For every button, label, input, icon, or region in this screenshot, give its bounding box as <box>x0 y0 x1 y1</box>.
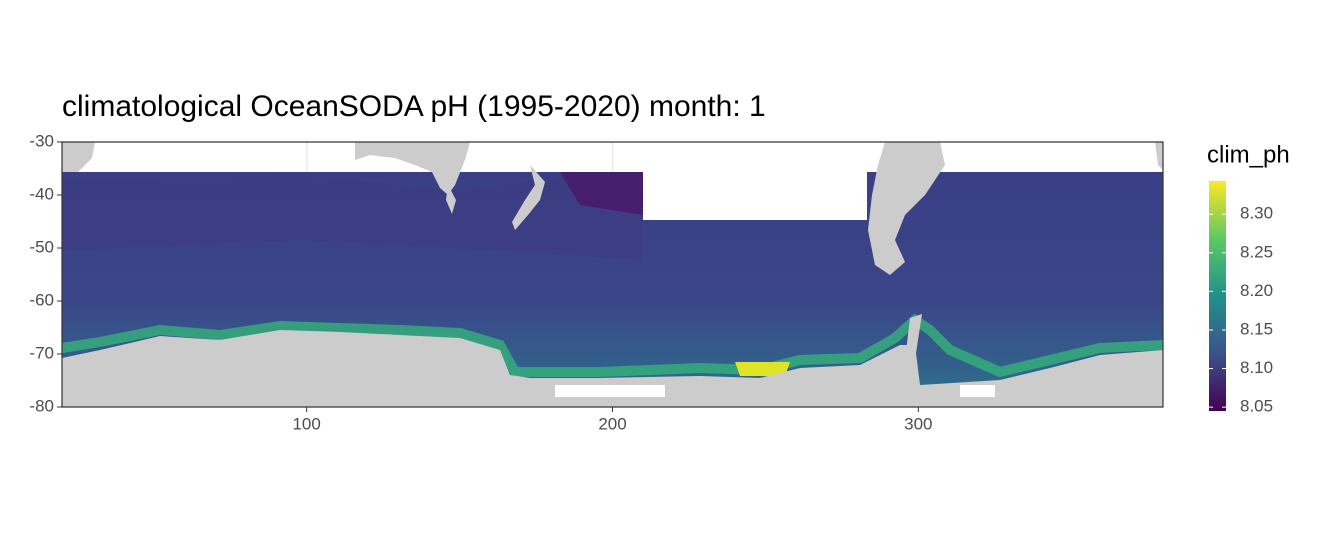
colorbar-tick-label: 8.30 <box>1240 204 1273 223</box>
x-tick-label: 100 <box>292 414 320 433</box>
x-tick-label: 200 <box>598 414 626 433</box>
missing-data <box>555 385 665 397</box>
coastal-high-ph <box>735 362 790 376</box>
land <box>62 142 95 172</box>
map-panel <box>61 141 1164 408</box>
y-tick-label: -30 <box>29 131 54 150</box>
colorbar-tick-label: 8.15 <box>1240 319 1273 338</box>
land <box>905 314 922 380</box>
land <box>512 165 545 230</box>
colorbar-tick-label: 8.25 <box>1240 242 1273 261</box>
coastal-high-ph <box>61 313 1164 378</box>
land <box>62 330 1163 407</box>
y-tick-label: -50 <box>29 237 54 256</box>
ocean-raster <box>62 172 643 260</box>
y-tick-label: -80 <box>29 396 54 415</box>
colorbar <box>1209 181 1226 411</box>
land <box>868 142 945 275</box>
axes: 100 200 300 -30 -40 -50 -60 -70 -80 <box>29 131 932 433</box>
colorbar-tick-label: 8.10 <box>1240 358 1273 377</box>
y-tick-label: -40 <box>29 184 54 203</box>
land <box>355 142 470 195</box>
legend-title: clim_ph <box>1207 141 1290 168</box>
y-tick-label: -60 <box>29 290 54 309</box>
missing-data <box>960 385 995 397</box>
ocean-raster <box>560 172 643 215</box>
land <box>446 185 456 214</box>
colorbar-tick-label: 8.05 <box>1240 397 1273 416</box>
colorbar-tick-label: 8.20 <box>1240 281 1273 300</box>
y-tick-label: -70 <box>29 343 54 362</box>
missing-data <box>643 172 867 220</box>
chart-title: climatological OceanSODA pH (1995-2020) … <box>62 90 766 123</box>
x-tick-label: 300 <box>904 414 932 433</box>
land <box>1155 142 1163 170</box>
